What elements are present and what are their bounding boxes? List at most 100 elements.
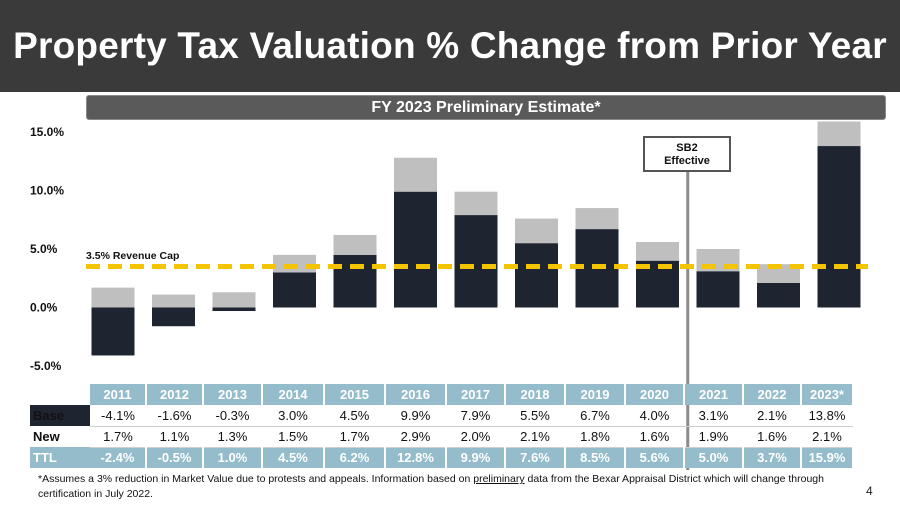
year-cell: 2015 xyxy=(324,384,386,405)
base-cell: 13.8% xyxy=(801,405,853,427)
revenue-cap-label: 3.5% Revenue Cap xyxy=(86,250,180,262)
new-cell: 1.7% xyxy=(90,426,146,448)
ttl-cell: 3.7% xyxy=(743,447,802,468)
bar-base xyxy=(757,282,800,308)
sb2-effective-callout: SB2 Effective xyxy=(643,136,731,172)
new-cell: 2.9% xyxy=(385,426,446,448)
bar-new xyxy=(454,191,498,216)
table-row-ttl: TTL -2.4% -0.5% 1.0% 4.5% 6.2% 12.8% 9.9% 7.6% 8… xyxy=(30,447,854,468)
year-cell: 2021 xyxy=(684,384,744,405)
table-row-base: Base -4.1% -1.6% -0.3% 3.0% 4.5% 9.9% 7.9% 5.5%… xyxy=(30,405,853,427)
sb2-label: SB2 xyxy=(676,142,698,154)
chart-subtitle: FY 2023 Preliminary Estimate* xyxy=(371,98,601,116)
ttl-cell: 12.8% xyxy=(385,447,447,468)
bar-new xyxy=(333,234,377,255)
ttl-cell: -0.5% xyxy=(146,447,204,468)
bar-base xyxy=(817,146,861,308)
year-cell: 2023* xyxy=(801,384,854,405)
base-cell: 3.1% xyxy=(684,405,743,427)
new-cell: 1.1% xyxy=(146,426,203,448)
bar-base xyxy=(212,307,256,312)
year-cell: 2016 xyxy=(385,384,447,405)
base-cell: 3.0% xyxy=(262,405,324,427)
table-header-row: 2011 2012 2013 2014 2015 2016 2017 2018 2019 2020… xyxy=(30,384,854,405)
year-cell: 2022 xyxy=(743,384,802,405)
y-tick-label: 0.0% xyxy=(30,301,58,315)
base-cell: -0.3% xyxy=(203,405,262,427)
base-cell: 9.9% xyxy=(385,405,446,427)
year-cell: 2018 xyxy=(505,384,566,405)
new-cell: 2.1% xyxy=(505,426,565,448)
ttl-cell: -2.4% xyxy=(90,447,147,468)
new-cell: 2.1% xyxy=(801,426,853,448)
bar-base xyxy=(454,215,498,308)
data-table: 2011 2012 2013 2014 2015 2016 2017 2018 2019 2020… xyxy=(30,384,854,468)
bar-new xyxy=(212,292,256,308)
footnote-underlined: preliminary xyxy=(473,473,525,485)
ttl-cell: 1.0% xyxy=(203,447,263,468)
base-cell: -1.6% xyxy=(146,405,203,427)
y-tick-label: 10.0% xyxy=(30,184,64,198)
y-tick-label: -5.0% xyxy=(30,359,62,373)
bar-new xyxy=(817,121,861,147)
new-cell: 1.7% xyxy=(324,426,385,448)
year-cell: 2013 xyxy=(203,384,263,405)
y-tick-label: 5.0% xyxy=(30,242,58,256)
bar-new xyxy=(152,294,195,308)
ttl-cell: 6.2% xyxy=(324,447,386,468)
base-cell: 6.7% xyxy=(565,405,625,427)
bar-new xyxy=(394,157,437,192)
new-cell: 1.3% xyxy=(203,426,262,448)
ttl-cell: 4.5% xyxy=(262,447,325,468)
bar-new xyxy=(575,208,619,230)
year-cell: 2011 xyxy=(90,384,147,405)
ttl-cell: 8.5% xyxy=(565,447,626,468)
year-cell: 2019 xyxy=(565,384,626,405)
ttl-cell: 7.6% xyxy=(505,447,566,468)
row-label-new: New xyxy=(30,426,90,447)
page-title: Property Tax Valuation % Change from Pri… xyxy=(13,25,887,66)
new-cell: 2.0% xyxy=(446,426,505,448)
bar-base xyxy=(394,191,437,308)
table-corner xyxy=(30,384,90,405)
new-cell: 1.9% xyxy=(684,426,743,448)
row-label-base: Base xyxy=(30,405,90,426)
year-cell: 2012 xyxy=(146,384,204,405)
title-bar: Property Tax Valuation % Change from Pri… xyxy=(0,0,900,92)
base-cell: 5.5% xyxy=(505,405,565,427)
base-cell: 4.5% xyxy=(324,405,385,427)
bar-new xyxy=(515,218,558,244)
year-cell: 2017 xyxy=(446,384,506,405)
bar-base xyxy=(696,271,740,308)
bar-base xyxy=(91,307,135,356)
ttl-cell: 5.0% xyxy=(684,447,744,468)
footnote: *Assumes a 3% reduction in Market Value … xyxy=(38,472,858,502)
new-cell: 1.6% xyxy=(625,426,684,448)
bar-new xyxy=(636,241,679,261)
footnote-text-1: *Assumes a 3% reduction in Market Value … xyxy=(38,473,474,485)
ttl-cell: 9.9% xyxy=(446,447,506,468)
base-cell: 2.1% xyxy=(743,405,801,427)
ttl-cell: 15.9% xyxy=(801,447,854,468)
bar-base xyxy=(273,272,316,308)
year-cell: 2014 xyxy=(262,384,325,405)
base-cell: 7.9% xyxy=(446,405,505,427)
bar-new xyxy=(273,254,316,273)
new-cell: 1.6% xyxy=(743,426,801,448)
table-row-new: New 1.7% 1.1% 1.3% 1.5% 1.7% 2.9% 2.0% 2.1% 1.8%… xyxy=(30,426,853,448)
bar-new xyxy=(91,287,135,308)
bar-base xyxy=(515,243,558,308)
bar-chart: 15.0% 10.0% 5.0% 0.0% -5.0% xyxy=(30,121,868,470)
effective-label: Effective xyxy=(664,155,710,167)
y-tick-label: 15.0% xyxy=(30,125,64,139)
subtitle-bar: FY 2023 Preliminary Estimate* xyxy=(86,95,886,120)
new-cell: 1.5% xyxy=(262,426,324,448)
footnote-text-2: data from the Bexar Appraisal District w… xyxy=(38,473,824,500)
row-label-ttl: TTL xyxy=(30,447,90,468)
base-cell: -4.1% xyxy=(90,405,146,427)
ttl-cell: 5.6% xyxy=(625,447,685,468)
bar-base xyxy=(152,307,195,327)
bar-new xyxy=(757,264,800,283)
bar-base xyxy=(333,254,377,308)
base-cell: 4.0% xyxy=(625,405,684,427)
